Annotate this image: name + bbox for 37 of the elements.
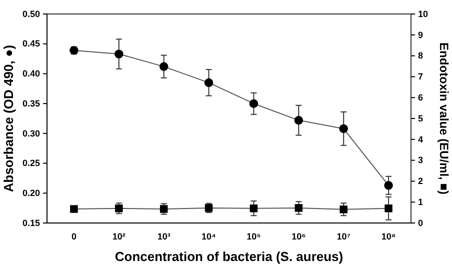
x-tick-label: 10⁷ xyxy=(336,231,351,242)
point xyxy=(384,181,393,190)
y2-tick-label: 7 xyxy=(418,72,424,82)
y-tick-label: 0.20 xyxy=(22,188,40,198)
y-tick-label: 0.25 xyxy=(22,158,40,168)
point xyxy=(249,99,258,108)
y2-tick-label: 5 xyxy=(418,113,424,124)
y2-axis-title: Endotoxin value (EU/ml, ■) xyxy=(437,42,451,194)
y2-tick-label: 8 xyxy=(418,50,424,61)
y2-tick-label: 10 xyxy=(418,8,428,19)
x-axis-title: Concentration of bacteria (S. aureus) xyxy=(114,249,344,264)
y-axis-title: Absorbance (OD 490, ●) xyxy=(1,44,16,192)
x-tick-label: 10⁸ xyxy=(381,231,396,242)
x-tick-label: 10⁶ xyxy=(292,231,306,242)
y-tick-label: 0.40 xyxy=(22,68,40,79)
y2-tick-label: 6 xyxy=(418,92,424,102)
y-tick-label: 0.30 xyxy=(22,128,40,138)
x-tick-label: 10² xyxy=(112,231,126,242)
x-tick-label: 0 xyxy=(71,231,76,242)
point xyxy=(294,116,304,125)
y2-tick-label: 1 xyxy=(418,196,424,207)
point xyxy=(159,62,168,71)
y2-tick-label: 9 xyxy=(418,30,424,40)
x-tick-label: 10⁴ xyxy=(202,231,216,242)
point xyxy=(339,124,348,134)
point xyxy=(114,50,124,58)
y2-tick-label: 0 xyxy=(418,218,424,228)
y-tick-label: 0.35 xyxy=(22,98,40,108)
x-tick-label: 10³ xyxy=(157,231,170,242)
point xyxy=(204,78,214,88)
y-tick-label: 0.15 xyxy=(22,218,40,228)
y2-tick-label: 4 xyxy=(418,134,424,144)
y-tick-label: 0.45 xyxy=(22,38,40,49)
x-tick-label: 10⁵ xyxy=(246,231,261,242)
y-tick-label: 0.50 xyxy=(22,8,40,19)
y2-tick-label: 2 xyxy=(418,176,424,186)
y2-tick-label: 3 xyxy=(418,155,424,166)
